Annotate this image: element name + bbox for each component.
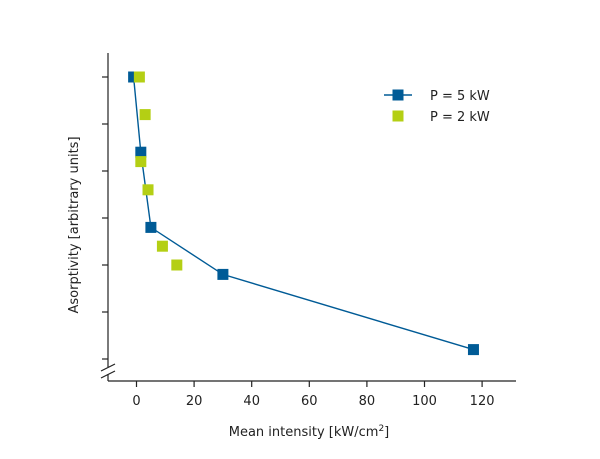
x-tick-label-20: 20 <box>186 394 203 409</box>
y-axis-break-mark-2 <box>100 370 116 379</box>
x-axis-title-superscript: 2 <box>378 424 384 434</box>
legend: P = 5 kW P = 2 kW <box>384 89 490 125</box>
series-2-point-5 <box>156 240 168 252</box>
legend-marker-2 <box>392 110 404 122</box>
y-axis-title: Asorptivity [arbitrary units] <box>67 136 82 313</box>
legend-label-1: P = 5 kW <box>430 89 490 104</box>
series-1 <box>128 71 479 356</box>
x-axis: 0 20 40 60 80 100 120 Mean intensity [kW/cm2] <box>108 380 516 440</box>
x-tick-label-80: 80 <box>359 394 376 409</box>
series-1-point-1 <box>128 71 140 83</box>
series-2 <box>133 71 183 271</box>
x-axis-title-end: ] <box>384 425 389 440</box>
series-2-point-3 <box>135 156 147 168</box>
series-2-point-6 <box>171 259 183 271</box>
x-tick-label-0: 0 <box>132 394 140 409</box>
x-tick-label-40: 40 <box>243 394 260 409</box>
series-2-point-1 <box>133 71 145 83</box>
series-1-point-2 <box>135 146 147 158</box>
y-axis-break-mark-1 <box>100 363 116 372</box>
x-tick-label-60: 60 <box>301 394 318 409</box>
legend-label-2: P = 2 kW <box>430 110 490 125</box>
series-1-point-5 <box>467 344 479 356</box>
legend-marker-1 <box>392 89 404 101</box>
plot-area <box>128 71 479 356</box>
y-axis: Asorptivity [arbitrary units] <box>67 53 116 381</box>
y-axis-break <box>100 363 116 379</box>
x-tick-label-120: 120 <box>470 394 495 409</box>
series-2-point-2 <box>139 109 151 121</box>
x-ticks: 0 20 40 60 80 100 120 <box>132 381 495 409</box>
y-ticks <box>102 76 108 360</box>
x-axis-title: Mean intensity [kW/cm2] <box>229 424 390 440</box>
series-1-point-4 <box>217 268 229 280</box>
series-1-point-3 <box>145 221 157 233</box>
x-tick-label-100: 100 <box>412 394 437 409</box>
x-axis-title-main: Mean intensity [kW/cm <box>229 425 379 440</box>
series-1-line <box>132 76 474 351</box>
series-2-point-4 <box>142 184 154 196</box>
